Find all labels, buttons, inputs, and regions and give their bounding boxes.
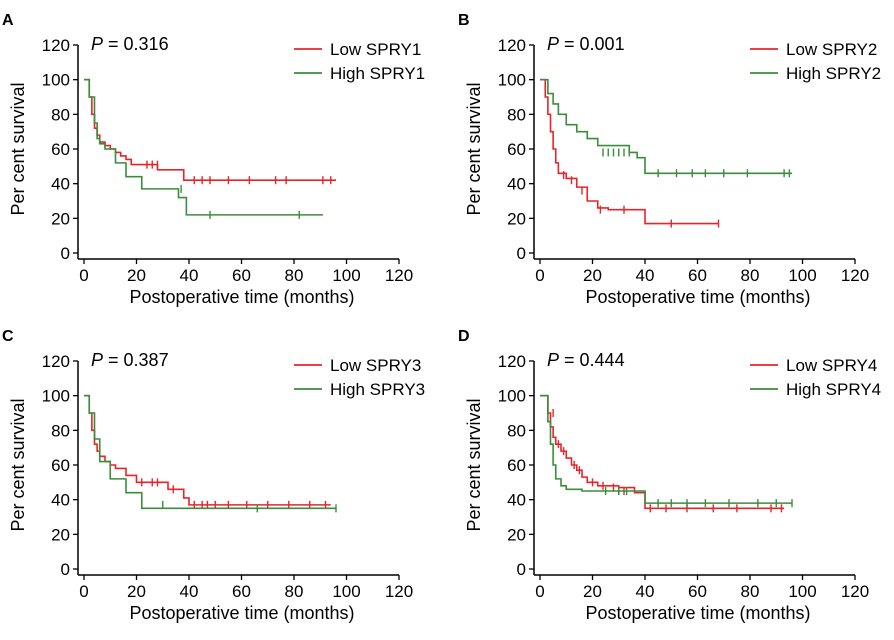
survival-curve-low	[540, 78, 719, 225]
y-tick-label: 20	[51, 525, 70, 544]
x-tick-label: 80	[285, 266, 304, 285]
survival-curve-low	[84, 78, 336, 181]
x-tick-label: 80	[741, 266, 760, 285]
legend-label: High SPRY1	[330, 64, 425, 83]
legend-label: Low SPRY4	[786, 356, 877, 375]
y-tick-label: 100	[498, 387, 526, 406]
panel-letter: A	[2, 12, 14, 29]
x-axis-title: Postoperative time (months)	[585, 287, 810, 307]
legend-label: Low SPRY2	[786, 40, 877, 59]
panel-letter: D	[458, 328, 470, 345]
panel-d: D 0 20 40 60 80 100 120 0 20 40 60 80 100 120 Postopera…	[458, 328, 881, 623]
y-tick-label: 60	[51, 456, 70, 475]
x-tick-label: 60	[232, 266, 251, 285]
x-tick-label: 100	[332, 266, 360, 285]
p-value: P = 0.001	[547, 34, 625, 54]
x-tick-label: 60	[688, 266, 707, 285]
y-tick-label: 40	[51, 491, 70, 510]
survival-curve-high	[540, 394, 792, 504]
panel-letter: C	[2, 328, 14, 345]
x-tick-label: 40	[636, 266, 655, 285]
y-tick-label: 100	[42, 71, 70, 90]
x-tick-label: 120	[841, 582, 869, 601]
y-tick-label: 100	[42, 387, 70, 406]
y-tick-label: 40	[51, 175, 70, 194]
legend-label: High SPRY4	[786, 380, 881, 399]
y-tick-label: 20	[51, 209, 70, 228]
y-tick-label: 80	[507, 421, 526, 440]
x-tick-label: 80	[285, 582, 304, 601]
x-tick-label: 120	[385, 266, 413, 285]
x-tick-label: 20	[127, 266, 146, 285]
y-axis-title: Per cent survival	[464, 82, 484, 215]
y-tick-label: 40	[507, 175, 526, 194]
y-tick-label: 120	[498, 352, 526, 371]
x-tick-label: 100	[788, 582, 816, 601]
survival-curve-high	[84, 394, 336, 510]
y-tick-label: 120	[42, 36, 70, 55]
x-tick-label: 20	[127, 582, 146, 601]
y-tick-label: 40	[507, 491, 526, 510]
y-axis-title: Per cent survival	[464, 398, 484, 531]
x-axis-title: Postoperative time (months)	[129, 287, 354, 307]
x-axis-title: Postoperative time (months)	[585, 603, 810, 623]
y-tick-label: 80	[507, 105, 526, 124]
y-axis-title: Per cent survival	[8, 398, 28, 531]
legend-label: High SPRY3	[330, 380, 425, 399]
survival-curve-high	[84, 78, 323, 216]
y-tick-label: 80	[51, 105, 70, 124]
panel-a: A 0 20 40 60 80 100 120 0 20 40 60 80 100 120 Postopera…	[2, 12, 425, 307]
x-tick-label: 0	[79, 266, 88, 285]
y-tick-label: 20	[507, 209, 526, 228]
p-value: P = 0.444	[547, 350, 625, 370]
y-tick-label: 100	[498, 71, 526, 90]
y-tick-label: 0	[517, 244, 526, 263]
y-tick-label: 0	[61, 244, 70, 263]
y-tick-label: 80	[51, 421, 70, 440]
x-tick-label: 100	[332, 582, 360, 601]
x-tick-label: 40	[180, 582, 199, 601]
x-tick-label: 0	[79, 582, 88, 601]
y-tick-label: 60	[51, 140, 70, 159]
x-tick-label: 60	[688, 582, 707, 601]
x-tick-label: 20	[583, 266, 602, 285]
y-tick-label: 20	[507, 525, 526, 544]
x-tick-label: 40	[180, 266, 199, 285]
survival-curve-low	[540, 394, 785, 510]
y-tick-label: 120	[42, 352, 70, 371]
x-tick-label: 60	[232, 582, 251, 601]
x-axis-title: Postoperative time (months)	[129, 603, 354, 623]
x-tick-label: 0	[535, 582, 544, 601]
x-tick-label: 40	[636, 582, 655, 601]
panel-c: C 0 20 40 60 80 100 120 0 20 40 60 80 100 120 Postopera…	[2, 328, 425, 623]
panel-letter: B	[458, 12, 470, 29]
y-tick-label: 120	[498, 36, 526, 55]
x-tick-label: 80	[741, 582, 760, 601]
y-axis-title: Per cent survival	[8, 82, 28, 215]
x-tick-label: 120	[385, 582, 413, 601]
legend-label: Low SPRY1	[330, 40, 421, 59]
p-value: P = 0.387	[91, 350, 169, 370]
x-tick-label: 0	[535, 266, 544, 285]
x-tick-label: 20	[583, 582, 602, 601]
survival-curve-high	[540, 78, 792, 175]
y-tick-label: 60	[507, 140, 526, 159]
x-tick-label: 100	[788, 266, 816, 285]
legend-label: Low SPRY3	[330, 356, 421, 375]
y-tick-label: 0	[517, 560, 526, 579]
legend-label: High SPRY2	[786, 64, 881, 83]
y-tick-label: 60	[507, 456, 526, 475]
panel-b: B 0 20 40 60 80 100 120 0 20 40 60 80 100 120 Postopera…	[458, 12, 881, 307]
p-value: P = 0.316	[91, 34, 169, 54]
survival-curve-low	[84, 394, 331, 506]
y-tick-label: 0	[61, 560, 70, 579]
x-tick-label: 120	[841, 266, 869, 285]
